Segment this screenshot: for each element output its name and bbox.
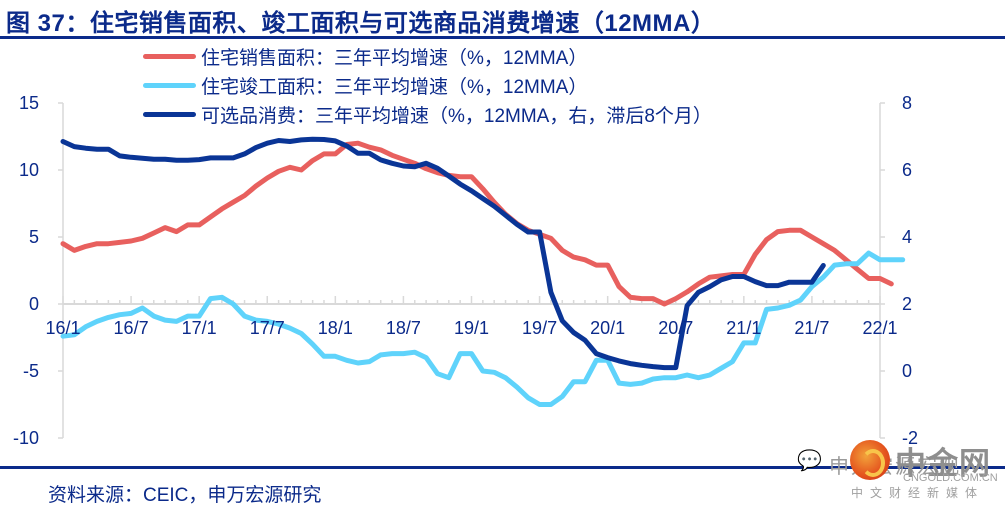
x-tick-label: 19/7 xyxy=(522,318,557,338)
x-tick-label: 21/1 xyxy=(726,318,761,338)
y-left-tick-label: 15 xyxy=(19,93,39,113)
x-tick-label: 16/1 xyxy=(45,318,80,338)
y-right-tick-label: 8 xyxy=(902,93,912,113)
x-tick-label: 17/1 xyxy=(182,318,217,338)
chart-title: 图 37：住宅销售面积、竣工面积与可选商品消费增速（12MMA） xyxy=(6,10,716,37)
y-left-tick-label: 10 xyxy=(19,160,39,180)
x-tick-label: 22/1 xyxy=(862,318,897,338)
y-right-tick-label: 0 xyxy=(902,361,912,381)
y-left-tick-label: -5 xyxy=(23,361,39,381)
legend-label-consumption: 可选品消费：三年平均增速（%，12MMA，右，滞后8个月） xyxy=(201,106,712,127)
tick-label-layer: 15 10 5 0 -5 -10 8 6 4 2 0 -2 16/1 16/7 17/1 17/7 18/1 18… xyxy=(13,93,918,448)
y-left-tick-label: 0 xyxy=(29,294,39,314)
y-left-tick-label: 5 xyxy=(29,227,39,247)
footer-rule xyxy=(0,466,1005,469)
chart-axes xyxy=(58,102,885,439)
legend-swatch-sales xyxy=(143,54,196,59)
legend-item-consumption: 可选品消费：三年平均增速（%，12MMA，右，滞后8个月） xyxy=(143,100,712,129)
y-left-tick-label: -10 xyxy=(13,428,39,448)
legend: 住宅销售面积：三年平均增速（%，12MMA） 住宅竣工面积：三年平均增速（%，1… xyxy=(143,42,712,129)
legend-label-completion: 住宅竣工面积：三年平均增速（%，12MMA） xyxy=(201,77,588,98)
x-tick-label: 19/1 xyxy=(454,318,489,338)
source-note: 资料来源：CEIC，申万宏源研究 xyxy=(48,485,322,506)
x-tick-label: 18/1 xyxy=(318,318,353,338)
legend-swatch-completion xyxy=(143,83,196,88)
x-tick-label: 20/1 xyxy=(590,318,625,338)
y-right-tick-label: -2 xyxy=(902,428,918,448)
x-tick-label: 17/7 xyxy=(250,318,285,338)
x-tick-label: 20/7 xyxy=(658,318,693,338)
title-rule xyxy=(0,36,1005,39)
x-tick-label: 18/7 xyxy=(386,318,421,338)
x-tick-label: 21/7 xyxy=(794,318,829,338)
series-line-consumption xyxy=(60,136,826,371)
wechat-icon: 💬 xyxy=(797,450,822,472)
legend-label-sales: 住宅销售面积：三年平均增速（%，12MMA） xyxy=(201,48,588,69)
series-line-sales xyxy=(60,140,894,307)
watermark: 💬 申万宏源宏观 中金网 CNGOLD.COM.CN 中文财经新媒体 xyxy=(785,436,1000,500)
legend-item-completion: 住宅竣工面积：三年平均增速（%，12MMA） xyxy=(143,71,712,100)
watermark-subtitle: 中文财经新媒体 xyxy=(851,486,985,500)
x-tick-label: 16/7 xyxy=(114,318,149,338)
y-right-tick-label: 6 xyxy=(902,160,912,180)
watermark-url: CNGOLD.COM.CN xyxy=(903,472,998,484)
cngold-logo-icon xyxy=(850,440,890,480)
y-right-tick-label: 2 xyxy=(902,294,912,314)
series-layer xyxy=(60,136,906,407)
legend-item-sales: 住宅销售面积：三年平均增速（%，12MMA） xyxy=(143,42,712,71)
legend-swatch-consumption xyxy=(143,112,196,117)
watermark-brand: 中金网 xyxy=(895,446,991,481)
y-right-tick-label: 4 xyxy=(902,227,912,247)
